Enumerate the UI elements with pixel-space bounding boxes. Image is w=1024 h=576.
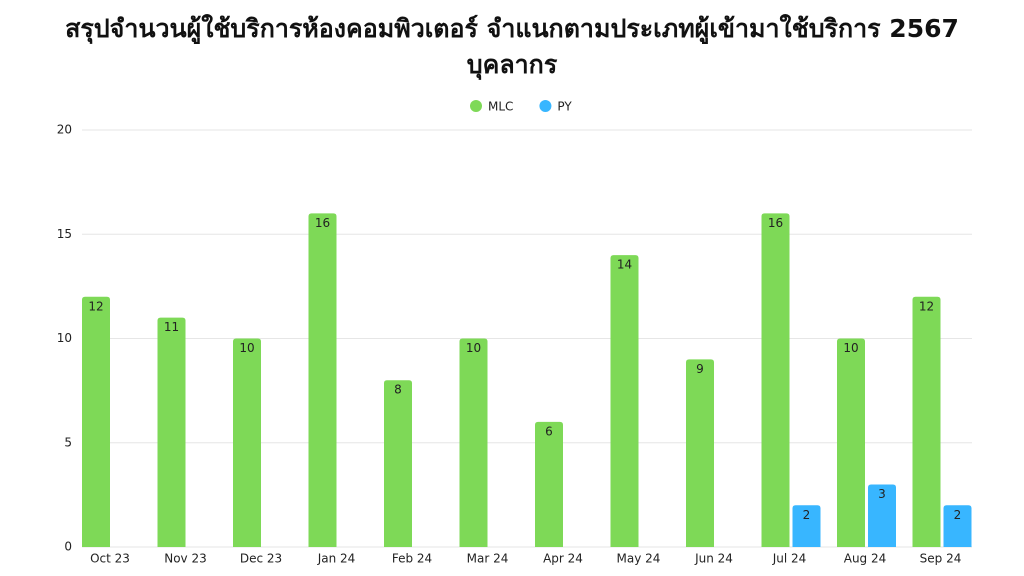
legend-label: MLC xyxy=(488,100,513,114)
bar xyxy=(82,296,110,547)
legend-marker xyxy=(539,100,552,112)
y-tick-label: 20 xyxy=(57,123,72,137)
bar xyxy=(308,213,337,547)
data-label: 10 xyxy=(239,341,254,355)
bar xyxy=(459,338,488,547)
data-label: 10 xyxy=(466,341,481,355)
data-label: 9 xyxy=(696,362,704,376)
x-tick-label: Oct 23 xyxy=(90,552,130,566)
chart-title: บุคลากร xyxy=(467,50,558,81)
x-tick-label: Jun 24 xyxy=(694,552,733,566)
data-label: 16 xyxy=(768,216,783,230)
bar xyxy=(943,505,972,547)
bar xyxy=(535,421,563,547)
legend-marker xyxy=(470,100,482,112)
bar xyxy=(792,505,821,547)
y-tick-label: 10 xyxy=(57,331,72,345)
data-label: 10 xyxy=(843,341,858,355)
data-label: 2 xyxy=(954,508,962,522)
x-tick-label: Apr 24 xyxy=(543,552,583,566)
x-tick-label: Feb 24 xyxy=(392,552,432,566)
x-tick-label: Jul 24 xyxy=(772,552,807,566)
bar xyxy=(384,380,412,547)
x-tick-label: Sep 24 xyxy=(920,552,962,566)
x-tick-label: Aug 24 xyxy=(844,552,887,566)
bar xyxy=(868,484,896,547)
bar xyxy=(686,359,714,547)
y-tick-label: 15 xyxy=(57,227,72,241)
x-tick-label: Mar 24 xyxy=(467,552,509,566)
bar xyxy=(157,317,186,547)
data-label: 14 xyxy=(617,258,632,272)
bar xyxy=(610,255,639,547)
data-label: 3 xyxy=(878,487,886,501)
x-tick-label: May 24 xyxy=(617,552,661,566)
bar xyxy=(761,213,790,547)
bar xyxy=(233,338,261,547)
data-label: 16 xyxy=(315,216,330,230)
bar xyxy=(912,296,941,547)
bar xyxy=(837,338,865,547)
y-tick-label: 5 xyxy=(64,435,72,449)
x-tick-label: Jan 24 xyxy=(317,552,356,566)
data-label: 2 xyxy=(803,508,811,522)
legend-label: PY xyxy=(557,100,572,114)
data-label: 8 xyxy=(394,383,402,397)
y-tick-label: 0 xyxy=(64,540,72,554)
chart-title: สรุปจำนวนผู้ใช้บริการห้องคอมพิวเตอร์ จำแ… xyxy=(65,13,959,45)
x-tick-label: Nov 23 xyxy=(164,552,207,566)
data-label: 11 xyxy=(164,320,179,334)
data-label: 6 xyxy=(545,424,553,438)
x-tick-label: Dec 23 xyxy=(240,552,282,566)
data-label: 12 xyxy=(919,299,934,313)
data-label: 12 xyxy=(88,299,103,313)
